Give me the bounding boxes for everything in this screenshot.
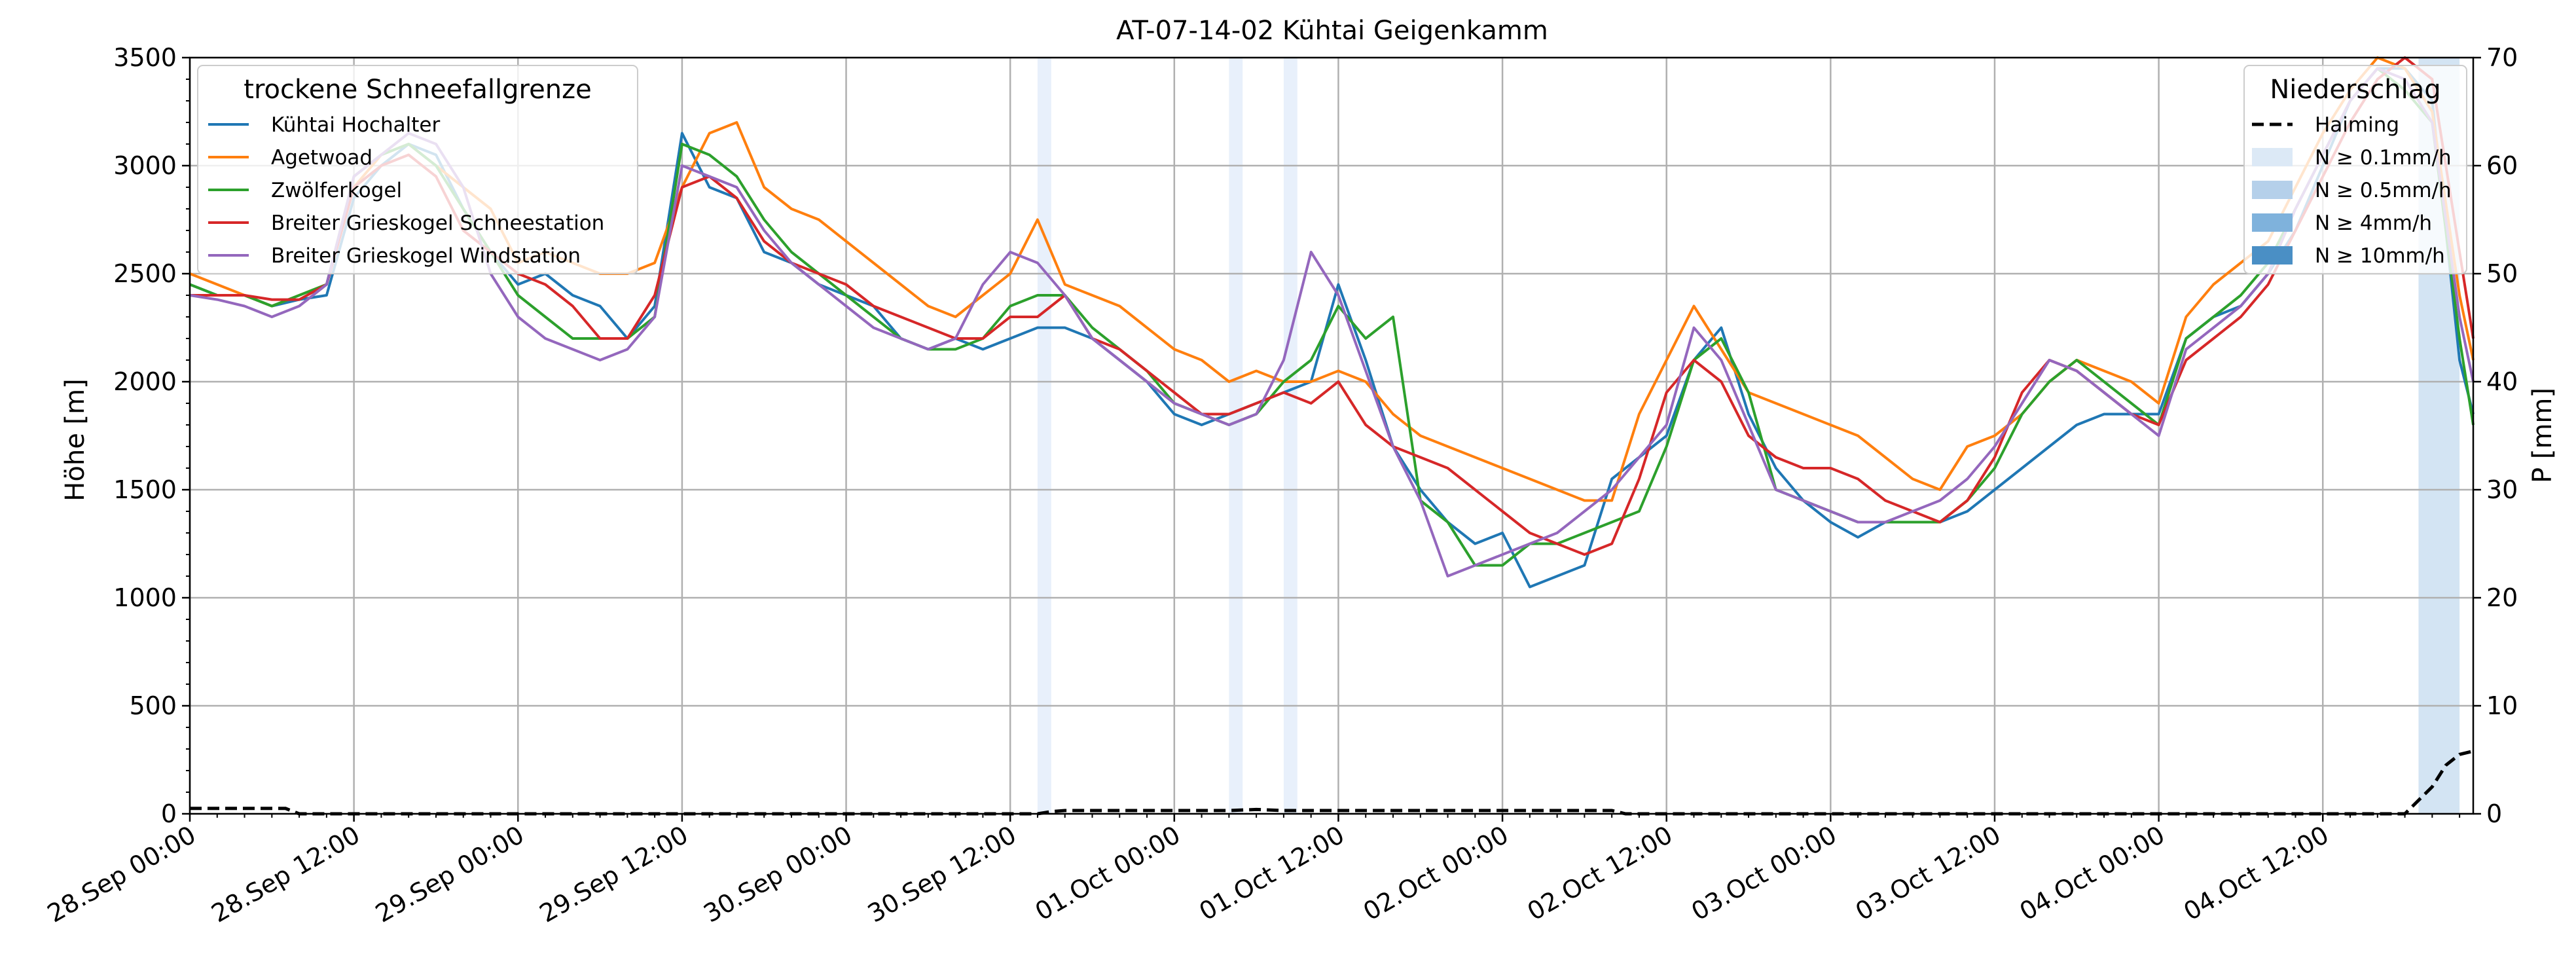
legend-snowline-label-0: Kühtai Hochalter bbox=[271, 113, 441, 137]
legend-precip-label-1: N ≥ 0.1mm/h bbox=[2315, 146, 2452, 170]
x-tick-label-5: 30.Sep 12:00 bbox=[863, 820, 1021, 928]
y-tick-label-left-6: 3000 bbox=[113, 151, 177, 180]
y-tick-label-left-7: 3500 bbox=[113, 43, 177, 72]
y-tick-label-right-2: 20 bbox=[2486, 583, 2518, 612]
x-tick-label-2: 29.Sep 00:00 bbox=[371, 820, 529, 928]
x-tick-label-8: 02.Oct 00:00 bbox=[1358, 820, 1514, 926]
x-tick-label-9: 02.Oct 12:00 bbox=[1523, 820, 1678, 926]
series-line-0 bbox=[189, 67, 2475, 589]
plot-frame bbox=[189, 56, 2475, 815]
y-tick-label-left-4: 2000 bbox=[113, 367, 177, 396]
legend-precip-label-4: N ≥ 10mm/h bbox=[2315, 244, 2445, 268]
legend-snowline-label-2: Zwölferkogel bbox=[271, 179, 402, 202]
y-tick-label-left-3: 1500 bbox=[113, 475, 177, 504]
y-tick-label-right-4: 40 bbox=[2486, 367, 2518, 396]
y-tick-label-left-5: 2500 bbox=[113, 259, 177, 288]
legend-snowline-title: trockene Schneefallgrenze bbox=[244, 75, 591, 105]
precip-band-2 bbox=[1283, 58, 1297, 814]
y-axis-label-right: P [mm] bbox=[2528, 388, 2558, 483]
legend-precip-swatch-2 bbox=[2252, 181, 2293, 199]
legend-snowline: trockene Schneefallgrenze Kühtai Hochalte… bbox=[197, 65, 638, 274]
x-tick-label-0: 28.Sep 00:00 bbox=[43, 820, 201, 928]
y-tick-label-right-0: 0 bbox=[2486, 799, 2502, 828]
legend-precip-swatch-4 bbox=[2252, 246, 2293, 265]
y-tick-label-right-6: 60 bbox=[2486, 151, 2518, 180]
x-tick-label-11: 03.Oct 12:00 bbox=[1851, 820, 2006, 926]
legend-precip-swatch-1 bbox=[2252, 148, 2293, 166]
legend-precip-title: Niederschlag bbox=[2270, 75, 2440, 105]
x-tick-label-7: 01.Oct 12:00 bbox=[1194, 820, 1349, 926]
x-tick-label-4: 30.Sep 00:00 bbox=[698, 820, 857, 928]
legend-snowline-label-3: Breiter Grieskogel Schneestation bbox=[271, 211, 604, 235]
x-tick-label-10: 03.Oct 00:00 bbox=[1686, 820, 1841, 926]
y-tick-label-right-7: 70 bbox=[2486, 43, 2518, 72]
y-tick-label-right-3: 30 bbox=[2486, 475, 2518, 504]
y-tick-label-left-1: 500 bbox=[129, 691, 177, 720]
legend-snowline-label-1: Agetwoad bbox=[271, 146, 372, 170]
y-axis-label-left: Höhe [m] bbox=[60, 378, 90, 501]
x-tick-label-12: 04.Oct 00:00 bbox=[2015, 820, 2170, 926]
legend-precip-frame bbox=[2243, 65, 2467, 274]
series-line-2 bbox=[189, 67, 2475, 567]
series-lines bbox=[189, 56, 2475, 589]
chart-title: AT-07-14-02 Kühtai Geigenkamm bbox=[1116, 16, 1548, 46]
legend-precip-label-0: Haiming bbox=[2315, 113, 2399, 137]
legend-precipitation: Niederschlag Haiming N ≥ 0.1mm/h N ≥ 0.5mm/… bbox=[2243, 65, 2467, 274]
x-tick-label-1: 28.Sep 12:00 bbox=[206, 820, 365, 928]
y-tick-label-left-0: 0 bbox=[161, 799, 177, 828]
precip-band-0 bbox=[1037, 58, 1051, 814]
x-tick-label-6: 01.Oct 00:00 bbox=[1030, 820, 1186, 926]
x-tick-label-13: 04.Oct 12:00 bbox=[2179, 820, 2334, 926]
y-tick-label-right-5: 50 bbox=[2486, 259, 2518, 288]
legend-precip-label-2: N ≥ 0.5mm/h bbox=[2315, 179, 2452, 202]
precip-band-1 bbox=[1229, 58, 1243, 814]
x-tick-label-3: 29.Sep 12:00 bbox=[535, 820, 693, 928]
legend-snowline-label-4: Breiter Grieskogel Windstation bbox=[271, 244, 581, 268]
legend-snowline-frame bbox=[197, 65, 638, 274]
series-line-4 bbox=[189, 67, 2475, 577]
legend-precip-swatch-3 bbox=[2252, 213, 2293, 232]
y-tick-label-right-1: 10 bbox=[2486, 691, 2518, 720]
y-tick-label-left-2: 1000 bbox=[113, 583, 177, 612]
legend-precip-label-3: N ≥ 4mm/h bbox=[2315, 211, 2432, 235]
